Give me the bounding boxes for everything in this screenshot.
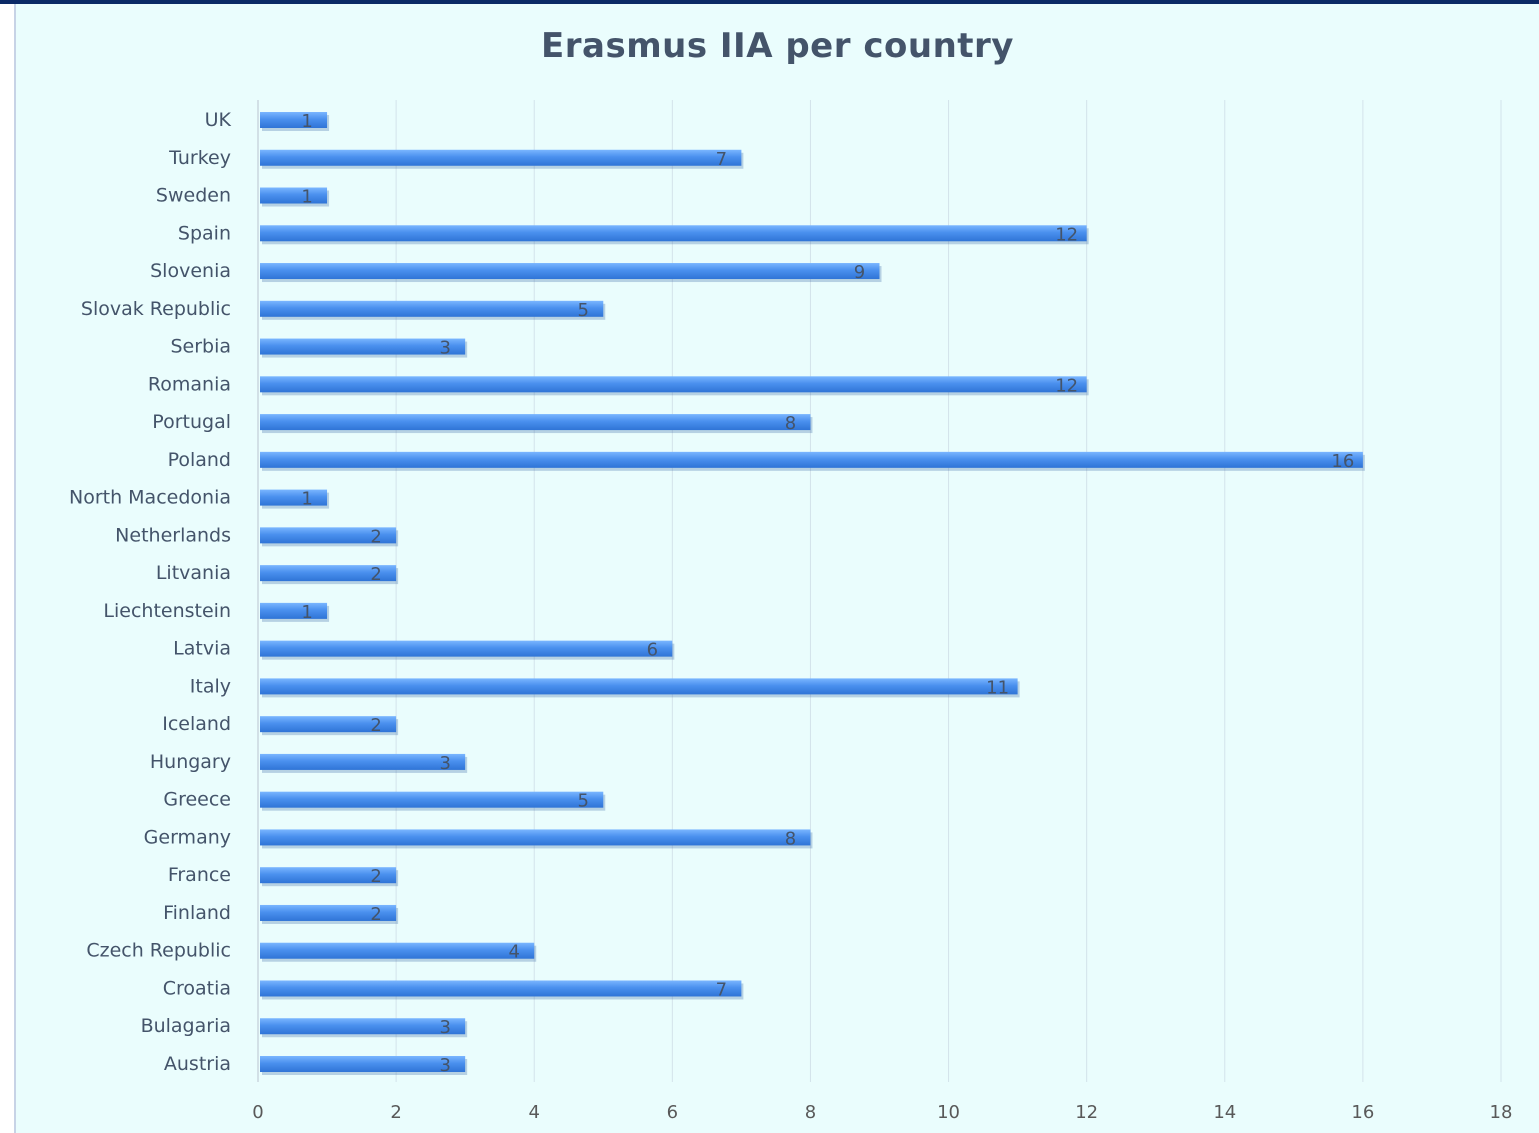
data-label: 8 bbox=[785, 413, 796, 434]
data-label: 9 bbox=[854, 262, 865, 283]
gridlines bbox=[257, 100, 1502, 1082]
bar bbox=[260, 112, 328, 128]
bar bbox=[260, 300, 604, 317]
bar bbox=[260, 225, 1087, 242]
data-label: 5 bbox=[578, 791, 589, 812]
data-label: 12 bbox=[1055, 375, 1078, 396]
x-tick-label: 18 bbox=[1490, 1102, 1513, 1123]
data-label: 1 bbox=[301, 489, 312, 510]
bar bbox=[260, 829, 811, 846]
category-label: Greece bbox=[163, 789, 231, 811]
bar bbox=[260, 565, 397, 582]
x-tick-label: 4 bbox=[528, 1102, 539, 1123]
category-label: Portugal bbox=[152, 411, 231, 433]
bar bbox=[260, 376, 1087, 393]
data-label: 1 bbox=[301, 602, 312, 623]
data-label: 11 bbox=[986, 677, 1009, 698]
bar bbox=[260, 942, 535, 959]
data-label: 2 bbox=[370, 715, 381, 736]
category-label: Hungary bbox=[150, 751, 231, 773]
bar bbox=[260, 414, 811, 431]
category-label: Liechtenstein bbox=[103, 600, 231, 622]
category-labels: UK Turkey Sweden Spain Slovenia Slovak Republ… bbox=[69, 109, 232, 1075]
category-label: Poland bbox=[168, 449, 231, 471]
x-tick-label: 6 bbox=[667, 1102, 678, 1123]
data-label: 6 bbox=[647, 640, 658, 661]
x-tick-label: 10 bbox=[937, 1102, 960, 1123]
category-label: Netherlands bbox=[115, 524, 231, 546]
data-label: 5 bbox=[578, 300, 589, 321]
bar bbox=[260, 867, 397, 884]
category-label: Litvania bbox=[156, 562, 231, 584]
x-axis-ticks: 0 2 4 6 8 10 12 14 16 18 bbox=[252, 1102, 1512, 1123]
bar bbox=[260, 904, 397, 921]
category-label: Iceland bbox=[162, 713, 231, 735]
data-label: 16 bbox=[1331, 451, 1354, 472]
top-border bbox=[0, 0, 1539, 4]
bar bbox=[260, 187, 328, 204]
data-label: 2 bbox=[370, 564, 381, 585]
data-label: 8 bbox=[785, 828, 796, 849]
bar bbox=[260, 338, 466, 355]
category-label: Germany bbox=[144, 826, 231, 848]
bar bbox=[260, 678, 1018, 695]
data-label: 3 bbox=[439, 1055, 450, 1076]
category-label: Slovenia bbox=[150, 260, 231, 282]
data-label: 2 bbox=[370, 904, 381, 925]
data-label: 4 bbox=[508, 942, 519, 963]
x-tick-label: 0 bbox=[252, 1102, 263, 1123]
data-label: 12 bbox=[1055, 224, 1078, 245]
bar bbox=[260, 451, 1363, 468]
category-label: Spain bbox=[178, 222, 231, 244]
x-tick-label: 8 bbox=[805, 1102, 816, 1123]
x-tick-label: 12 bbox=[1075, 1102, 1098, 1123]
bar bbox=[260, 602, 328, 619]
category-label: Bulagaria bbox=[141, 1015, 231, 1037]
category-label: Latvia bbox=[173, 638, 231, 660]
data-label: 1 bbox=[301, 187, 312, 208]
x-tick-label: 16 bbox=[1351, 1102, 1374, 1123]
category-label: France bbox=[168, 864, 231, 886]
category-label: Sweden bbox=[156, 185, 231, 207]
data-label: 7 bbox=[716, 979, 727, 1000]
x-tick-label: 14 bbox=[1213, 1102, 1236, 1123]
category-label: Slovak Republic bbox=[81, 298, 231, 320]
category-label: Romania bbox=[148, 373, 231, 395]
data-label: 1 bbox=[301, 111, 312, 132]
data-label: 2 bbox=[370, 866, 381, 887]
category-label: North Macedonia bbox=[69, 487, 231, 509]
category-label: Turkey bbox=[168, 147, 231, 169]
bar bbox=[260, 640, 673, 657]
category-label: Serbia bbox=[170, 336, 231, 358]
bar bbox=[260, 527, 397, 544]
bar bbox=[260, 980, 742, 997]
category-label: Czech Republic bbox=[86, 940, 231, 962]
data-label: 3 bbox=[439, 1017, 450, 1038]
category-label: Finland bbox=[163, 902, 231, 924]
category-label: Croatia bbox=[163, 977, 231, 999]
bar bbox=[260, 1056, 466, 1072]
bar bbox=[260, 791, 604, 808]
chart-title: Erasmus IIA per country bbox=[541, 26, 1014, 66]
left-border bbox=[14, 4, 16, 1133]
category-label: Austria bbox=[164, 1053, 231, 1075]
data-label: 3 bbox=[439, 338, 450, 359]
bar bbox=[260, 716, 397, 733]
category-label: UK bbox=[205, 109, 232, 131]
bar bbox=[260, 753, 466, 770]
bars bbox=[260, 112, 1365, 1075]
bar bbox=[260, 263, 880, 280]
bar bbox=[260, 149, 742, 166]
data-label: 2 bbox=[370, 526, 381, 547]
data-label: 3 bbox=[439, 753, 450, 774]
bar bbox=[260, 489, 328, 506]
category-label: Italy bbox=[190, 675, 231, 697]
x-tick-label: 2 bbox=[390, 1102, 401, 1123]
data-label: 7 bbox=[716, 149, 727, 170]
bar bbox=[260, 1018, 466, 1035]
